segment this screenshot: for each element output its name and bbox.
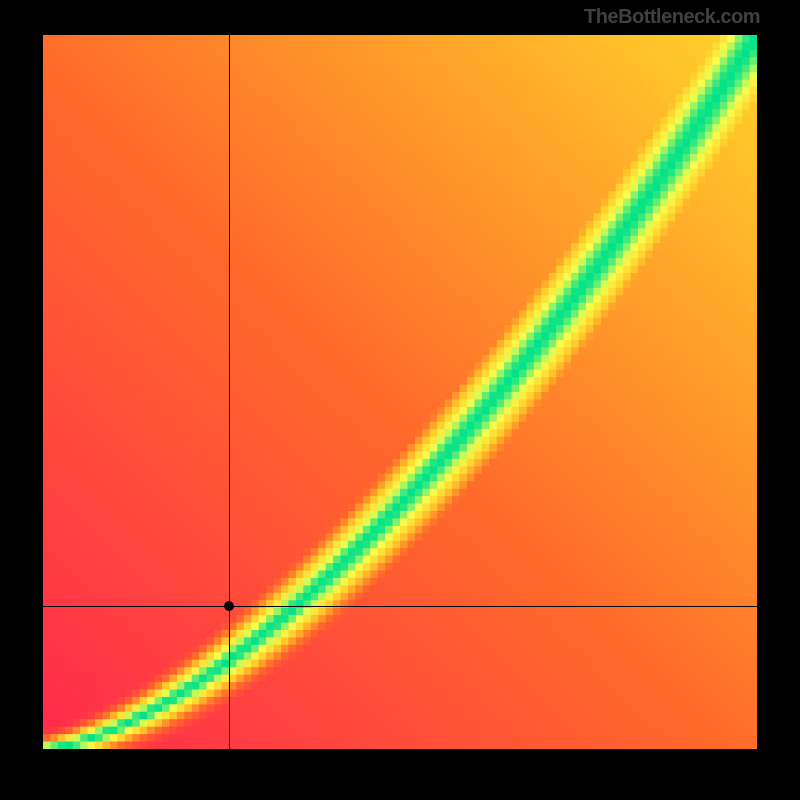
plot-area <box>43 35 757 749</box>
crosshair-vertical <box>229 35 230 749</box>
marker-dot <box>224 601 234 611</box>
crosshair-horizontal <box>43 606 757 607</box>
watermark-text: TheBottleneck.com <box>584 6 760 29</box>
heatmap-canvas <box>43 35 757 749</box>
